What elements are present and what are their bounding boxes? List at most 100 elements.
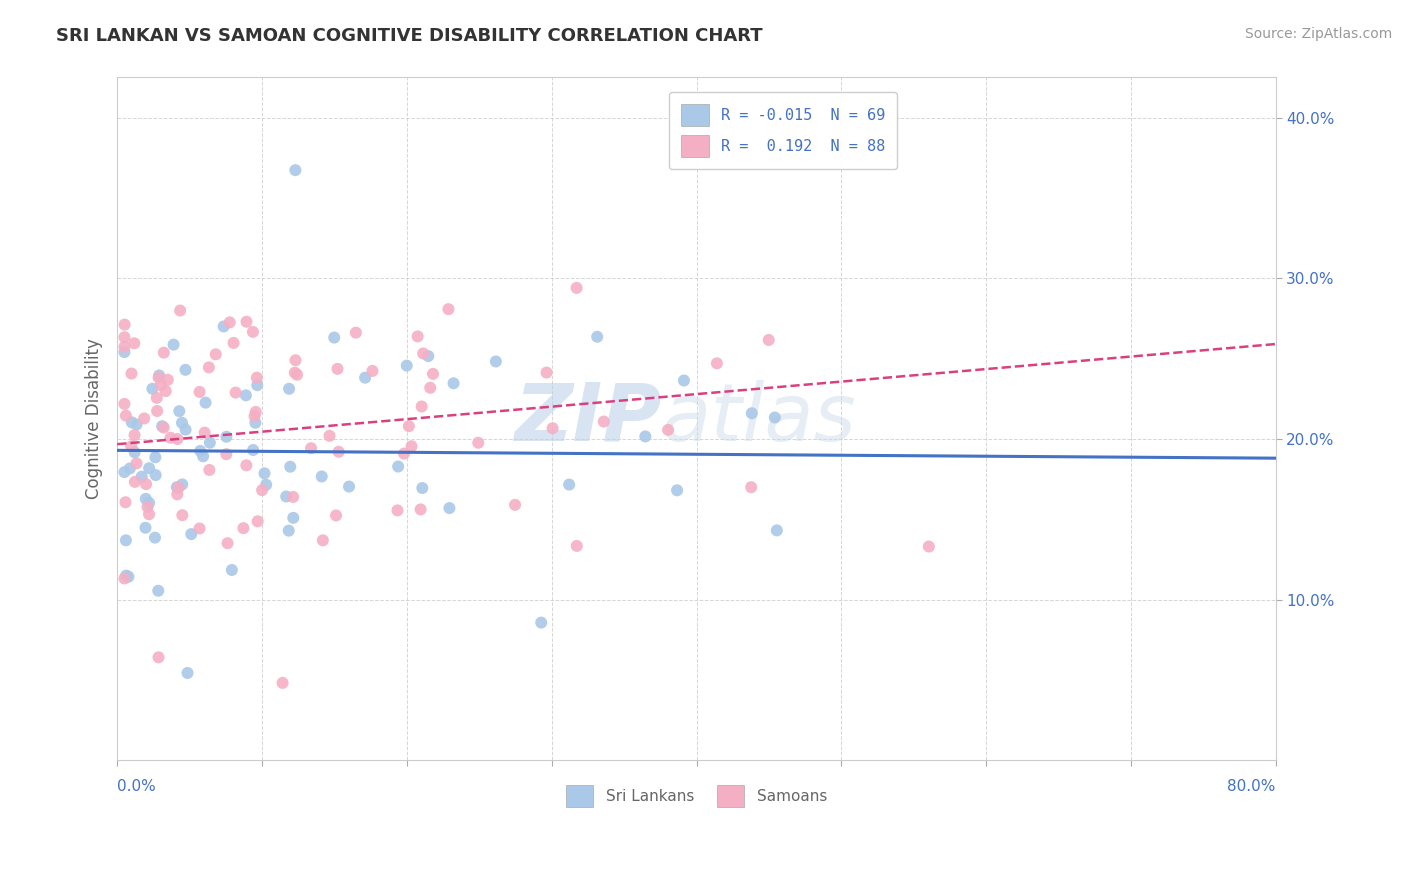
Point [148, 370, 170, 384]
Point [112, 345, 135, 359]
Point [134, 411, 156, 425]
Point [166, 487, 188, 501]
Point [344, 326, 367, 340]
Point [467, 435, 489, 450]
Point [153, 345, 176, 359]
Point [763, 410, 786, 425]
Point [758, 333, 780, 347]
Point [124, 475, 146, 489]
Point [152, 420, 174, 434]
Point [131, 469, 153, 483]
Point [254, 477, 277, 491]
Point [198, 463, 221, 477]
Point [166, 432, 188, 446]
Y-axis label: Cognitive Disability: Cognitive Disability [86, 338, 103, 500]
Point [232, 521, 254, 535]
Point [135, 491, 157, 506]
Text: ZIP: ZIP [515, 380, 662, 458]
Point [666, 483, 689, 498]
Point [124, 428, 146, 442]
Point [246, 514, 269, 528]
Text: 80.0%: 80.0% [1227, 779, 1275, 794]
Point [285, 368, 308, 382]
Text: 0.0%: 0.0% [117, 779, 156, 794]
Point [361, 364, 384, 378]
Point [146, 391, 169, 405]
Point [276, 490, 298, 504]
Point [387, 503, 409, 517]
Point [586, 330, 609, 344]
Point [565, 539, 588, 553]
Point [172, 508, 194, 523]
Point [215, 430, 238, 444]
Point [418, 349, 440, 363]
Point [143, 531, 166, 545]
Point [918, 540, 941, 554]
Point [766, 524, 789, 538]
Point [138, 496, 160, 510]
Point [401, 439, 423, 453]
Point [242, 325, 264, 339]
Point [657, 423, 679, 437]
Point [409, 502, 432, 516]
Point [125, 456, 148, 470]
Point [150, 419, 173, 434]
Point [311, 469, 333, 483]
Point [398, 419, 420, 434]
Point [156, 373, 179, 387]
Point [145, 468, 167, 483]
Point [337, 479, 360, 493]
Point [246, 378, 269, 392]
Point [159, 431, 181, 445]
Point [235, 388, 257, 402]
Point [395, 359, 418, 373]
Point [112, 571, 135, 585]
Point [141, 382, 163, 396]
Point [149, 378, 172, 392]
Point [148, 650, 170, 665]
Point [170, 416, 193, 430]
Point [188, 521, 211, 535]
Point [284, 353, 307, 368]
Point [117, 570, 139, 584]
Point [406, 329, 429, 343]
Point [235, 315, 257, 329]
Point [412, 346, 434, 360]
Point [188, 384, 211, 399]
Point [162, 337, 184, 351]
Point [112, 465, 135, 479]
Point [138, 461, 160, 475]
Point [114, 318, 136, 332]
Point [634, 429, 657, 443]
Point [281, 490, 304, 504]
Point [326, 362, 349, 376]
Point [242, 443, 264, 458]
Text: SRI LANKAN VS SAMOAN COGNITIVE DISABILITY CORRELATION CHART: SRI LANKAN VS SAMOAN COGNITIVE DISABILIT… [56, 27, 763, 45]
Point [741, 406, 763, 420]
Point [169, 404, 191, 418]
Point [215, 447, 238, 461]
Point [354, 370, 377, 384]
Point [194, 425, 217, 440]
Point [299, 441, 322, 455]
Point [112, 397, 135, 411]
Point [155, 384, 177, 398]
Point [120, 439, 142, 453]
Point [124, 445, 146, 459]
Point [277, 524, 299, 538]
Point [136, 500, 159, 514]
Point [218, 315, 240, 329]
Point [565, 281, 588, 295]
Point [250, 483, 273, 497]
Text: atlas: atlas [662, 380, 856, 458]
Point [530, 615, 553, 630]
Point [422, 367, 444, 381]
Point [148, 368, 170, 383]
Point [121, 367, 143, 381]
Point [146, 404, 169, 418]
Point [278, 459, 301, 474]
Point [112, 340, 135, 354]
Point [312, 533, 335, 548]
Point [143, 450, 166, 465]
Point [191, 450, 214, 464]
